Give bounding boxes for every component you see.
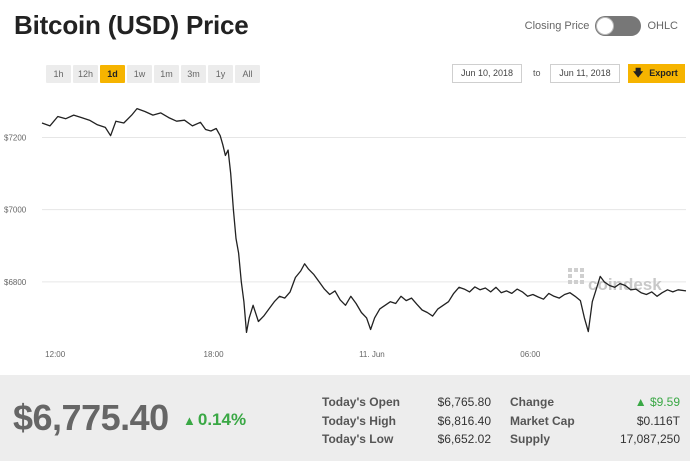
- date-from-input[interactable]: Jun 10, 2018: [452, 64, 522, 83]
- price-mode-toggle-group: Closing Price OHLC: [525, 16, 678, 36]
- coindesk-watermark: coindesk: [568, 268, 662, 294]
- x-axis-labels: 12:00 18:00 11. Jun 06:00: [45, 350, 541, 359]
- range-selector: 1h 12h 1d 1w 1m 3m 1y All: [46, 65, 261, 83]
- stat-label-open: Today's Open: [322, 395, 400, 409]
- range-button-all[interactable]: All: [235, 65, 261, 83]
- range-button-3m[interactable]: 3m: [181, 65, 207, 83]
- range-button-1h[interactable]: 1h: [46, 65, 71, 83]
- watermark-text: coindesk: [588, 275, 662, 294]
- stat-value-high: $6,816.40: [437, 414, 491, 428]
- date-to-input[interactable]: Jun 11, 2018: [550, 64, 620, 83]
- toggle-knob: [596, 17, 615, 35]
- stat-label-high: Today's High: [322, 414, 396, 428]
- stat-value-supply: 17,087,250: [619, 432, 680, 446]
- stat-value-open: $6,765.80: [437, 395, 491, 409]
- y-axis-labels: $7200 $7000 $6800: [4, 133, 27, 286]
- x-tick-label: 18:00: [204, 350, 225, 359]
- range-button-12h[interactable]: 12h: [73, 65, 99, 83]
- chart-grid: [42, 136, 686, 283]
- range-button-1d[interactable]: 1d: [100, 65, 126, 83]
- stat-label-supply: Supply: [510, 432, 551, 446]
- coindesk-logo-icon: [568, 268, 584, 284]
- y-tick-label: $7000: [4, 206, 27, 215]
- range-button-1w[interactable]: 1w: [127, 65, 153, 83]
- change-percent-value: 0.14%: [197, 410, 247, 429]
- y-tick-label: $6800: [4, 278, 27, 287]
- stat-value-change: ▲ $9.59: [634, 395, 680, 409]
- stat-label-change: Change: [510, 395, 555, 409]
- price-mode-toggle[interactable]: [595, 16, 642, 36]
- current-price: $6,775.40: [13, 397, 169, 438]
- stat-value-market-cap: $0.116T: [636, 414, 680, 428]
- ohlc-label: OHLC: [647, 20, 678, 32]
- x-tick-label: 11. Jun: [359, 350, 385, 359]
- range-button-1y[interactable]: 1y: [208, 65, 234, 83]
- date-to-label: to: [533, 68, 541, 78]
- x-tick-label: 12:00: [45, 350, 66, 359]
- stat-label-low: Today's Low: [322, 432, 394, 446]
- price-chart: $7200 $7000 $6800 12:00 18:00 11. Jun 06:00 c…: [4, 107, 687, 359]
- price-change-percent: ▲ 0.14%: [183, 410, 246, 430]
- export-button[interactable]: 🡇 Export: [628, 64, 685, 83]
- price-series-line: [41, 107, 687, 334]
- range-button-1m[interactable]: 1m: [154, 65, 180, 83]
- stat-label-market-cap: Market Cap: [510, 414, 575, 428]
- download-arrow-icon: 🡇: [633, 68, 644, 79]
- up-triangle-icon: ▲: [183, 413, 196, 428]
- page-title: Bitcoin (USD) Price: [14, 10, 249, 40]
- stat-value-low: $6,652.02: [437, 432, 491, 446]
- y-tick-label: $7200: [4, 133, 27, 142]
- export-label: Export: [649, 68, 678, 78]
- price-summary-panel: $6,775.40 ▲ 0.14% Today's Open $6,765.80 …: [0, 375, 690, 461]
- closing-price-label: Closing Price: [524, 20, 590, 32]
- x-tick-label: 06:00: [520, 350, 541, 359]
